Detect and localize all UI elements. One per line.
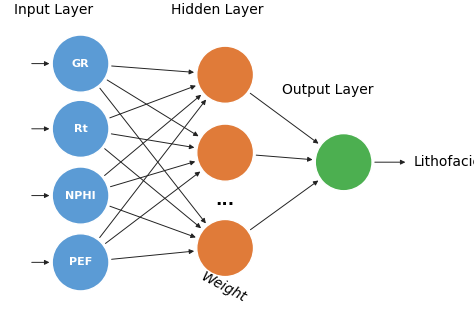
Text: Input Layer: Input Layer [14, 3, 93, 17]
Text: ...: ... [216, 191, 235, 209]
Text: Output Layer: Output Layer [282, 83, 374, 97]
Text: Weight: Weight [199, 270, 249, 306]
Ellipse shape [52, 100, 109, 157]
Text: Hidden Layer: Hidden Layer [171, 3, 263, 17]
Ellipse shape [315, 134, 372, 191]
Ellipse shape [52, 234, 109, 291]
Ellipse shape [52, 35, 109, 92]
Text: NPHI: NPHI [65, 190, 96, 201]
Text: Rt: Rt [73, 124, 88, 134]
Text: Lithofacies: Lithofacies [413, 155, 474, 169]
Text: GR: GR [72, 59, 90, 69]
Ellipse shape [52, 167, 109, 224]
Text: PEF: PEF [69, 257, 92, 267]
Ellipse shape [197, 124, 254, 181]
Ellipse shape [197, 46, 254, 103]
Ellipse shape [197, 219, 254, 277]
